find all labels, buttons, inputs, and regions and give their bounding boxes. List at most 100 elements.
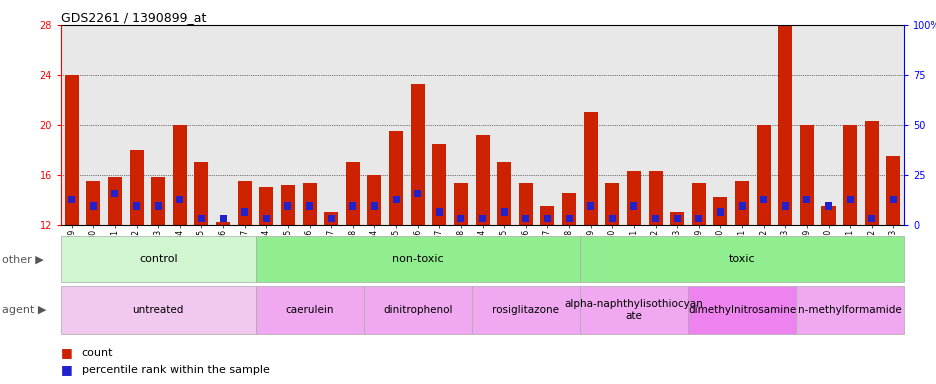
Bar (608, 215, 615, 222)
Text: agent ▶: agent ▶ (2, 305, 46, 315)
Bar (256, 286, 363, 334)
Text: rosiglitazone: rosiglitazone (491, 305, 559, 315)
Bar (371, 202, 377, 210)
Text: alpha-naphthylisothiocyan
ate: alpha-naphthylisothiocyan ate (563, 299, 703, 321)
Bar (328, 215, 334, 222)
Bar (778, 25, 792, 225)
Bar (197, 215, 205, 222)
Bar (176, 196, 183, 204)
Bar (648, 171, 662, 225)
Bar (259, 187, 273, 225)
Bar (889, 196, 896, 204)
Bar (363, 286, 471, 334)
Bar (478, 215, 486, 222)
Bar (759, 196, 767, 204)
Bar (241, 209, 248, 216)
Bar (410, 84, 424, 225)
Bar (802, 196, 810, 204)
Bar (61, 286, 256, 334)
Text: control: control (139, 254, 177, 264)
Bar (388, 131, 402, 225)
Bar (565, 215, 572, 222)
Bar (669, 212, 683, 225)
Bar (262, 215, 270, 222)
Bar (846, 196, 853, 204)
Bar (453, 184, 467, 225)
Bar (583, 113, 597, 225)
Bar (281, 185, 295, 225)
Bar (673, 215, 680, 222)
Bar (821, 206, 835, 225)
Bar (194, 162, 208, 225)
Bar (630, 202, 636, 210)
Bar (824, 202, 831, 210)
Bar (68, 196, 75, 204)
Bar (108, 177, 122, 225)
Bar (587, 202, 593, 210)
Bar (154, 202, 162, 210)
Bar (431, 144, 446, 225)
Bar (129, 150, 143, 225)
Bar (471, 286, 579, 334)
Bar (172, 125, 186, 225)
Bar (367, 175, 381, 225)
Bar (864, 121, 878, 225)
Bar (133, 202, 140, 210)
Bar (799, 125, 813, 225)
Bar (497, 162, 511, 225)
Bar (562, 194, 576, 225)
Bar (796, 286, 903, 334)
Text: n-methylformamide: n-methylformamide (797, 305, 901, 315)
Bar (579, 236, 903, 282)
Bar (738, 202, 745, 210)
Bar (687, 286, 796, 334)
Bar (691, 184, 705, 225)
Bar (521, 215, 529, 222)
Text: GDS2261 / 1390899_at: GDS2261 / 1390899_at (61, 12, 206, 25)
Bar (579, 286, 687, 334)
Text: toxic: toxic (728, 254, 754, 264)
Bar (457, 215, 464, 222)
Bar (755, 125, 769, 225)
Bar (349, 202, 356, 210)
Text: ■: ■ (61, 363, 73, 376)
Text: other ▶: other ▶ (2, 254, 44, 264)
Bar (151, 177, 165, 225)
Bar (500, 209, 507, 216)
Bar (111, 190, 118, 197)
Bar (256, 236, 579, 282)
Bar (712, 197, 726, 225)
Bar (716, 209, 724, 216)
Bar (781, 202, 788, 210)
Bar (61, 236, 256, 282)
Text: count: count (81, 348, 113, 358)
Bar (540, 206, 554, 225)
Text: caerulein: caerulein (285, 305, 333, 315)
Text: ■: ■ (61, 346, 73, 359)
Bar (435, 209, 443, 216)
Bar (285, 202, 291, 210)
Bar (216, 222, 230, 225)
Text: untreated: untreated (132, 305, 183, 315)
Bar (543, 215, 550, 222)
Bar (306, 202, 313, 210)
Bar (885, 156, 899, 225)
Bar (65, 75, 79, 225)
Bar (605, 184, 619, 225)
Bar (842, 125, 856, 225)
Text: percentile rank within the sample: percentile rank within the sample (81, 365, 270, 375)
Bar (238, 181, 252, 225)
Bar (626, 171, 640, 225)
Bar (392, 196, 399, 204)
Bar (734, 181, 748, 225)
Text: dinitrophenol: dinitrophenol (383, 305, 452, 315)
Bar (414, 190, 421, 197)
Bar (90, 202, 96, 210)
Bar (219, 215, 227, 222)
Bar (345, 162, 359, 225)
Bar (519, 184, 533, 225)
Bar (324, 212, 338, 225)
Bar (302, 184, 316, 225)
Text: non-toxic: non-toxic (391, 254, 443, 264)
Bar (868, 215, 874, 222)
